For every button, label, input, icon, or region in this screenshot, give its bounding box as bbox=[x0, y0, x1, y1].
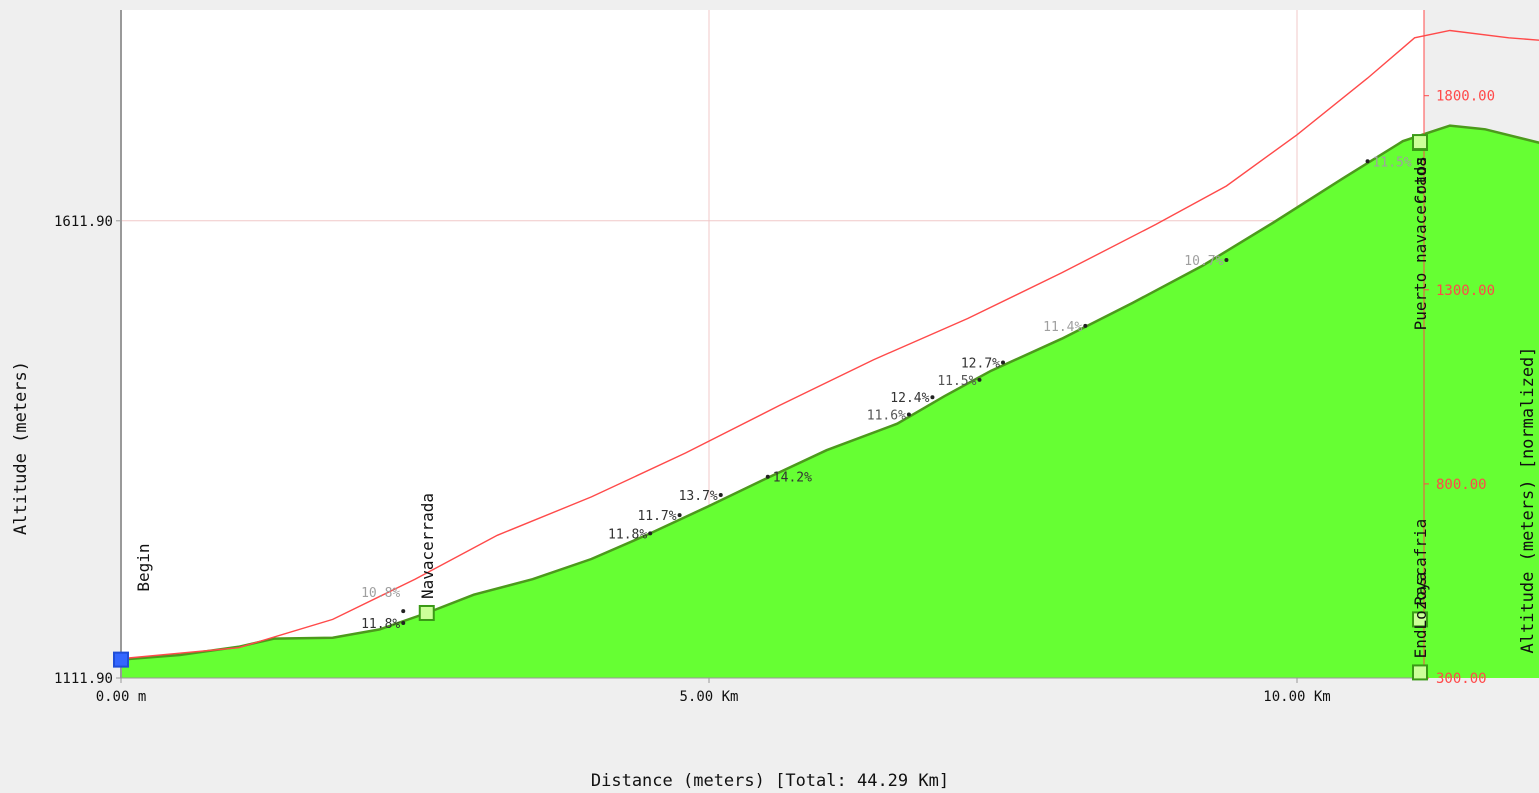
x-axis-label: Distance (meters) [Total: 44.29 Km] bbox=[591, 771, 949, 791]
slope-label: 10.8% bbox=[361, 586, 400, 601]
slope-label: 11.6% bbox=[867, 409, 906, 424]
y-right-tick-label: 800.00 bbox=[1436, 477, 1487, 493]
slope-marker bbox=[718, 493, 723, 498]
slope-marker bbox=[1083, 323, 1088, 328]
slope-marker bbox=[648, 531, 653, 536]
x-tick-label: 0.00 m bbox=[96, 689, 147, 705]
y-left-tick-label: 1611.90 bbox=[54, 214, 113, 230]
elevation-area bbox=[120, 124, 1539, 678]
waypoint-label: Puerto navacerrada bbox=[1411, 157, 1430, 330]
slope-marker bbox=[1001, 360, 1005, 365]
slope-label: 11.7% bbox=[637, 509, 676, 524]
y-right-tick-label: 1800.00 bbox=[1436, 89, 1495, 105]
slope-label: 12.7% bbox=[961, 356, 1000, 371]
waypoint-label: Cotos bbox=[1411, 156, 1430, 204]
slope-marker bbox=[930, 395, 935, 400]
x-tick-label: 5.00 Km bbox=[679, 689, 738, 705]
slope-marker bbox=[401, 609, 406, 614]
waypoint-label: Begin bbox=[134, 543, 153, 591]
y-axis-right-label: Altitude (meters) [normalized] bbox=[1518, 346, 1538, 653]
slope-marker bbox=[401, 621, 406, 626]
elevation-area-outline bbox=[120, 124, 1539, 661]
slope-marker bbox=[765, 474, 770, 479]
slope-label: 11.5% bbox=[1373, 155, 1412, 170]
normalized-line bbox=[120, 29, 1539, 660]
waypoint-label: EndLozoya bbox=[1411, 572, 1430, 659]
slope-marker bbox=[977, 377, 982, 382]
waypoint-marker bbox=[418, 604, 435, 621]
slope-marker bbox=[1224, 258, 1229, 263]
waypoint-marker bbox=[113, 651, 129, 668]
slope-marker bbox=[1365, 159, 1370, 164]
y-right-tick-label: 300.00 bbox=[1436, 671, 1487, 687]
slope-marker bbox=[677, 513, 682, 518]
slope-label: 13.7% bbox=[679, 489, 718, 504]
waypoint-marker bbox=[1412, 134, 1428, 151]
slope-label: 11.8% bbox=[361, 617, 400, 632]
slope-label: 14.2% bbox=[773, 471, 812, 486]
slope-label: 11.5% bbox=[937, 374, 976, 389]
slope-label: 10.7% bbox=[1184, 254, 1223, 269]
waypoint-marker bbox=[1412, 611, 1428, 628]
normalized-line-path bbox=[120, 29, 1539, 660]
slope-label: 11.8% bbox=[608, 527, 647, 542]
slope-label: 12.4% bbox=[890, 391, 929, 406]
slope-marker bbox=[906, 412, 911, 417]
waypoint-marker bbox=[1412, 664, 1428, 681]
waypoint-label: Navacerrada bbox=[418, 493, 437, 599]
y-axis-left-label: Altitude (meters) bbox=[11, 361, 31, 535]
slope-labels: 10.8% 11.8% 11.8% 11.7%13.7% 14.2% 11.6% 12.4%… bbox=[361, 155, 1412, 632]
slope-label: 11.4% bbox=[1043, 320, 1082, 335]
waypoint-label: Rascafria bbox=[1411, 519, 1430, 606]
y-left-tick-label: 1111.90 bbox=[54, 671, 113, 687]
elevation-area-fill bbox=[121, 125, 1539, 678]
y-right-tick-label: 1300.00 bbox=[1436, 283, 1495, 299]
x-tick-label: 10.00 Km bbox=[1263, 689, 1330, 705]
